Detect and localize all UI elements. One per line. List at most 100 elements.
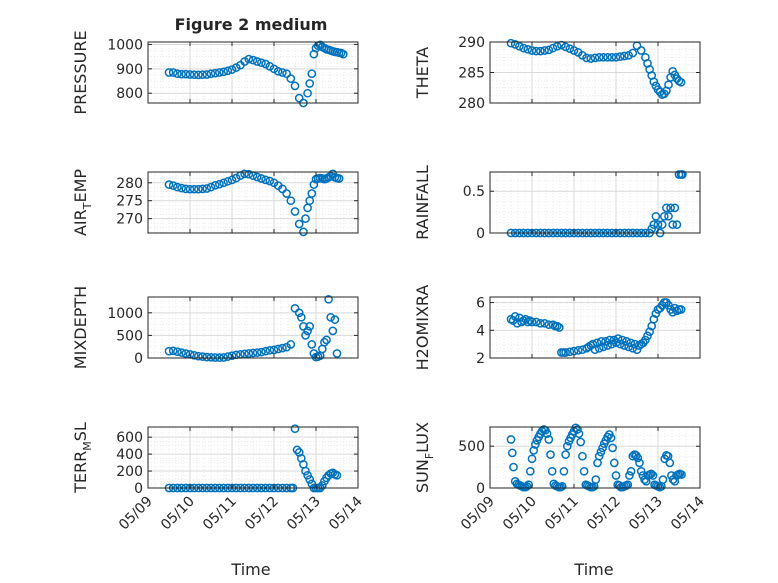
y-axis-label: H2OMIXRA <box>413 285 432 371</box>
data-point <box>261 346 270 356</box>
data-point <box>286 340 296 349</box>
data-point <box>181 184 191 194</box>
data-point <box>261 175 270 185</box>
data-point <box>648 471 658 480</box>
x-tick-label: 05/14 <box>668 493 708 533</box>
data-point <box>227 65 237 74</box>
data-point <box>510 40 520 49</box>
data-point <box>305 475 315 484</box>
data-point <box>544 45 554 55</box>
data-point <box>630 339 640 349</box>
data-point <box>670 476 680 486</box>
data-point <box>676 305 686 314</box>
y-tick-label: 0 <box>134 351 143 367</box>
data-point <box>307 69 317 79</box>
data-point <box>665 458 675 468</box>
data-point <box>506 38 516 48</box>
data-point <box>515 41 524 51</box>
data-point <box>173 347 182 357</box>
data-point <box>164 180 174 189</box>
data-point <box>194 70 203 80</box>
data-point <box>607 339 617 349</box>
data-point <box>334 174 344 183</box>
y-tick-label: 280 <box>116 176 143 192</box>
data-point <box>573 346 583 355</box>
data-point <box>328 326 338 336</box>
data-point <box>240 169 249 179</box>
y-tick-label: 400 <box>116 447 143 463</box>
data-point <box>636 466 646 476</box>
data-point <box>608 443 617 453</box>
data-point <box>559 466 569 476</box>
data-point <box>265 62 275 71</box>
data-point <box>579 466 589 476</box>
y-tick-label: 285 <box>458 66 485 82</box>
data-point <box>611 52 621 62</box>
data-point <box>666 203 675 213</box>
data-point <box>603 52 612 62</box>
data-point <box>189 70 199 80</box>
y-tick-label: 200 <box>116 464 143 480</box>
axes-frame <box>147 171 359 234</box>
axes-frame <box>489 171 701 234</box>
data-point <box>527 317 537 327</box>
y-tick-label: 280 <box>458 96 485 112</box>
x-axis-label-left: Time <box>230 560 270 579</box>
data-point <box>588 339 598 349</box>
data-point <box>202 352 212 362</box>
data-point <box>647 224 657 234</box>
data-point <box>651 309 661 318</box>
data-point <box>294 219 304 229</box>
data-point <box>257 58 266 68</box>
data-point <box>598 443 607 453</box>
x-tick-label: 05/13 <box>284 494 324 534</box>
data-point <box>664 211 673 221</box>
data-point <box>523 44 533 54</box>
data-point <box>210 68 220 78</box>
data-point <box>309 180 319 189</box>
data-point <box>301 331 310 340</box>
data-point <box>653 85 663 94</box>
data-point <box>164 68 174 77</box>
y-axis-label: SUNFLUX <box>413 422 436 493</box>
data-point <box>646 469 656 479</box>
data-point <box>651 211 661 221</box>
data-point <box>562 441 572 451</box>
data-point <box>206 69 216 79</box>
data-point <box>305 322 315 331</box>
data-point <box>168 68 178 77</box>
y-tick-label: 0 <box>476 481 485 497</box>
data-point <box>261 59 270 69</box>
data-point <box>301 214 310 223</box>
data-point <box>227 351 237 361</box>
data-point <box>303 470 312 480</box>
data-point <box>202 184 212 193</box>
data-point <box>177 183 186 193</box>
data-point <box>522 481 532 491</box>
data-point <box>305 79 315 88</box>
y-axis-label: MIXDEPTH <box>71 286 90 369</box>
data-point <box>678 170 687 179</box>
data-point <box>540 46 549 55</box>
data-point <box>290 207 300 216</box>
x-tick-label: 05/10 <box>158 494 198 534</box>
y-tick-label: 2 <box>476 351 485 367</box>
y-tick-label: 0 <box>476 226 485 242</box>
data-point <box>649 314 659 324</box>
data-point <box>164 346 174 356</box>
data-point <box>206 352 216 362</box>
data-point <box>282 189 291 198</box>
data-point <box>668 220 678 229</box>
data-point <box>626 338 636 348</box>
data-point <box>527 454 537 464</box>
data-point <box>292 445 302 455</box>
data-point <box>244 349 254 358</box>
data-point <box>611 471 621 480</box>
data-point <box>252 172 262 182</box>
axes-frame <box>489 426 701 489</box>
data-point <box>198 70 207 80</box>
data-point <box>269 345 279 355</box>
data-point <box>198 184 207 194</box>
data-point <box>592 338 602 348</box>
data-point <box>633 453 643 463</box>
